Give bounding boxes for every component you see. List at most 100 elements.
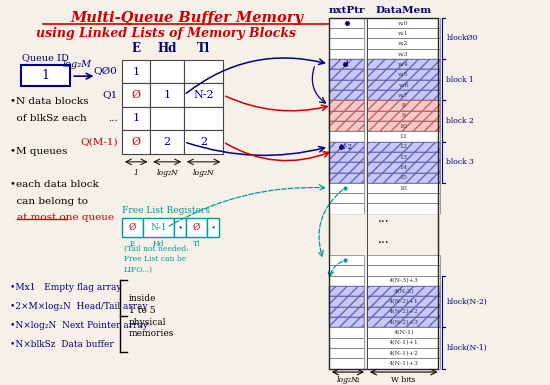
- Text: •N×log₂N  Next Pointer array: •N×log₂N Next Pointer array: [10, 321, 148, 330]
- Bar: [184, 107, 223, 130]
- Bar: [367, 49, 441, 59]
- Bar: [329, 131, 364, 142]
- Bar: [329, 162, 364, 172]
- Bar: [329, 69, 364, 80]
- Text: w,7: w,7: [398, 93, 409, 97]
- Text: at most one queue: at most one queue: [17, 213, 114, 222]
- Text: E: E: [130, 239, 135, 248]
- Bar: [122, 83, 150, 107]
- Bar: [329, 307, 364, 317]
- Bar: [367, 204, 441, 214]
- Bar: [329, 59, 364, 69]
- Bar: [329, 245, 364, 255]
- Text: •2×M×log₂N  Head/Tail array: •2×M×log₂N Head/Tail array: [10, 302, 148, 311]
- Text: log₂N: log₂N: [156, 169, 178, 177]
- Bar: [367, 317, 441, 327]
- Text: 1: 1: [133, 67, 140, 77]
- Bar: [207, 218, 219, 236]
- Bar: [367, 90, 441, 100]
- Bar: [329, 110, 364, 121]
- Text: nxtPtr: nxtPtr: [328, 7, 365, 15]
- Text: 4(N-2)+3: 4(N-2)+3: [389, 320, 419, 325]
- Text: w,0: w,0: [398, 20, 409, 25]
- Text: 4(N-1): 4(N-1): [393, 330, 414, 335]
- Text: •each data block: •each data block: [10, 180, 99, 189]
- Text: w,1: w,1: [398, 31, 409, 36]
- Bar: [367, 276, 441, 286]
- Bar: [367, 224, 441, 234]
- Bar: [367, 121, 441, 131]
- Text: Ø: Ø: [131, 90, 141, 100]
- Bar: [329, 80, 364, 90]
- Bar: [367, 69, 441, 80]
- Text: block(N-2): block(N-2): [447, 298, 487, 306]
- Bar: [367, 110, 441, 121]
- Text: •N data blocks: •N data blocks: [10, 97, 89, 106]
- Bar: [329, 80, 364, 90]
- Bar: [367, 327, 441, 338]
- Bar: [329, 18, 364, 28]
- Bar: [367, 142, 441, 152]
- Text: Multi-Queue Buffer Memory: Multi-Queue Buffer Memory: [71, 11, 304, 25]
- Bar: [174, 218, 186, 236]
- Bar: [367, 183, 441, 193]
- Text: 1: 1: [133, 114, 140, 124]
- Bar: [329, 28, 364, 38]
- Text: ...: ...: [377, 233, 389, 246]
- Text: w,2: w,2: [398, 41, 409, 46]
- Bar: [367, 100, 441, 110]
- Bar: [367, 110, 441, 121]
- Bar: [150, 60, 184, 83]
- Bar: [367, 69, 441, 80]
- Bar: [329, 90, 364, 100]
- Bar: [329, 142, 364, 152]
- Text: 14: 14: [400, 165, 408, 170]
- Text: N-1: N-1: [150, 223, 167, 232]
- Bar: [122, 107, 150, 130]
- Bar: [367, 358, 441, 369]
- Text: 4(N-1)+1: 4(N-1)+1: [389, 340, 419, 345]
- Bar: [329, 296, 364, 307]
- Bar: [329, 286, 364, 296]
- Bar: [367, 18, 441, 28]
- Text: 4(N-3)+3: 4(N-3)+3: [389, 278, 419, 283]
- Text: ...: ...: [108, 114, 118, 123]
- Bar: [329, 121, 364, 131]
- Bar: [329, 110, 364, 121]
- Text: Tl: Tl: [197, 42, 210, 55]
- Text: Queue ID: Queue ID: [23, 54, 69, 63]
- Text: log₂N: log₂N: [193, 169, 214, 177]
- Text: W bits: W bits: [392, 376, 416, 384]
- Text: 1: 1: [134, 169, 139, 177]
- Text: Hd: Hd: [153, 239, 164, 248]
- Bar: [329, 358, 364, 369]
- Text: Tl: Tl: [193, 239, 200, 248]
- Text: inside
1 to 5
physical
memories: inside 1 to 5 physical memories: [129, 294, 174, 338]
- Bar: [329, 224, 364, 234]
- Text: 1: 1: [42, 69, 50, 82]
- Text: Free List Registers: Free List Registers: [122, 206, 210, 216]
- Bar: [329, 193, 364, 204]
- Bar: [367, 80, 441, 90]
- Text: blockØ0: blockØ0: [447, 34, 478, 42]
- Bar: [367, 245, 441, 255]
- Text: 4(N-1)+3: 4(N-1)+3: [389, 361, 419, 366]
- Text: ...: ...: [377, 213, 389, 226]
- Text: Q1: Q1: [102, 90, 118, 100]
- Bar: [367, 348, 441, 358]
- Bar: [367, 214, 441, 224]
- Text: DataMem: DataMem: [376, 7, 432, 15]
- Bar: [329, 204, 364, 214]
- Bar: [184, 130, 223, 154]
- Bar: [367, 131, 441, 142]
- Bar: [367, 193, 441, 204]
- Bar: [184, 60, 223, 83]
- Text: Q(M-1): Q(M-1): [80, 137, 118, 146]
- Bar: [21, 65, 70, 85]
- Text: block 3: block 3: [447, 158, 474, 166]
- Bar: [367, 317, 441, 327]
- Bar: [329, 327, 364, 338]
- Bar: [329, 121, 364, 131]
- Bar: [329, 90, 364, 100]
- Bar: [329, 286, 364, 296]
